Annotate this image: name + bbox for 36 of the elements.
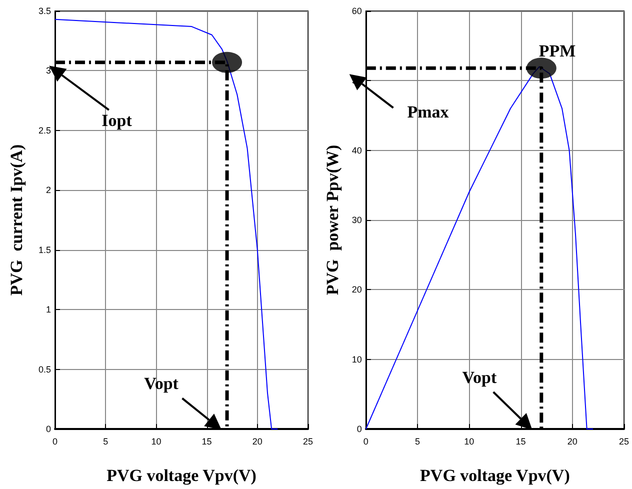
x-tick-label: 20 xyxy=(252,436,262,446)
y-tick-label: 2 xyxy=(46,185,51,196)
x-tick-label: 0 xyxy=(52,436,58,446)
y-tick-label: 40 xyxy=(352,145,362,156)
y-tick-label: 1 xyxy=(46,304,51,315)
x-tick-label: 5 xyxy=(103,436,108,446)
x-tick-label: 25 xyxy=(302,436,313,446)
line-series xyxy=(54,18,278,430)
x-tick-label: 10 xyxy=(464,436,474,446)
y-tick-label: 3 xyxy=(46,66,51,76)
y-tick-label: 1.5 xyxy=(38,244,51,255)
x-axis-title: PVG voltage Vpv(V) xyxy=(420,466,570,485)
x-tick-label: 25 xyxy=(618,436,629,446)
y-tick-label: 30 xyxy=(352,215,362,225)
x-tick-label: 0 xyxy=(363,436,368,446)
x-axis-title: PVG voltage Vpv(V) xyxy=(106,466,256,485)
annotation: Vopt xyxy=(144,374,179,394)
annotation: Pmax xyxy=(407,102,450,122)
x-tick-label: 10 xyxy=(151,436,162,446)
y-tick-label: 60 xyxy=(352,6,362,16)
annotation: Vopt xyxy=(462,368,497,387)
x-tick-label: 15 xyxy=(202,436,212,446)
y-tick-label: 0 xyxy=(46,424,51,434)
annotation: Iopt xyxy=(102,110,132,130)
y-tick-label: 0.5 xyxy=(38,364,51,374)
y-axis-title: PVG power Ppv(W) xyxy=(323,144,342,296)
y-tick-label: 10 xyxy=(352,354,362,364)
annotation: PPM xyxy=(538,41,576,60)
y-tick-label: 20 xyxy=(352,284,362,295)
x-tick-label: 15 xyxy=(516,436,526,446)
y-tick-label: 2.5 xyxy=(38,125,51,136)
x-tick-label: 20 xyxy=(567,436,578,446)
y-tick-label: 3.5 xyxy=(38,6,51,16)
y-tick-label: 0 xyxy=(356,424,362,434)
y-axis-title: PVG current Ipv(A) xyxy=(7,144,26,296)
x-tick-label: 5 xyxy=(415,436,420,446)
